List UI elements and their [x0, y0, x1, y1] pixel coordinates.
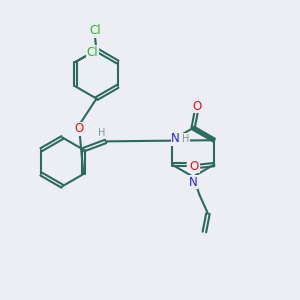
Text: O: O	[74, 122, 83, 135]
Text: O: O	[192, 100, 201, 112]
Text: Cl: Cl	[89, 24, 101, 37]
Text: H: H	[182, 134, 189, 144]
Text: N: N	[189, 176, 197, 189]
Text: N: N	[171, 132, 180, 145]
Text: O: O	[190, 160, 199, 172]
Text: Cl: Cl	[87, 46, 98, 59]
Text: O: O	[188, 158, 197, 171]
Text: H: H	[98, 128, 105, 138]
